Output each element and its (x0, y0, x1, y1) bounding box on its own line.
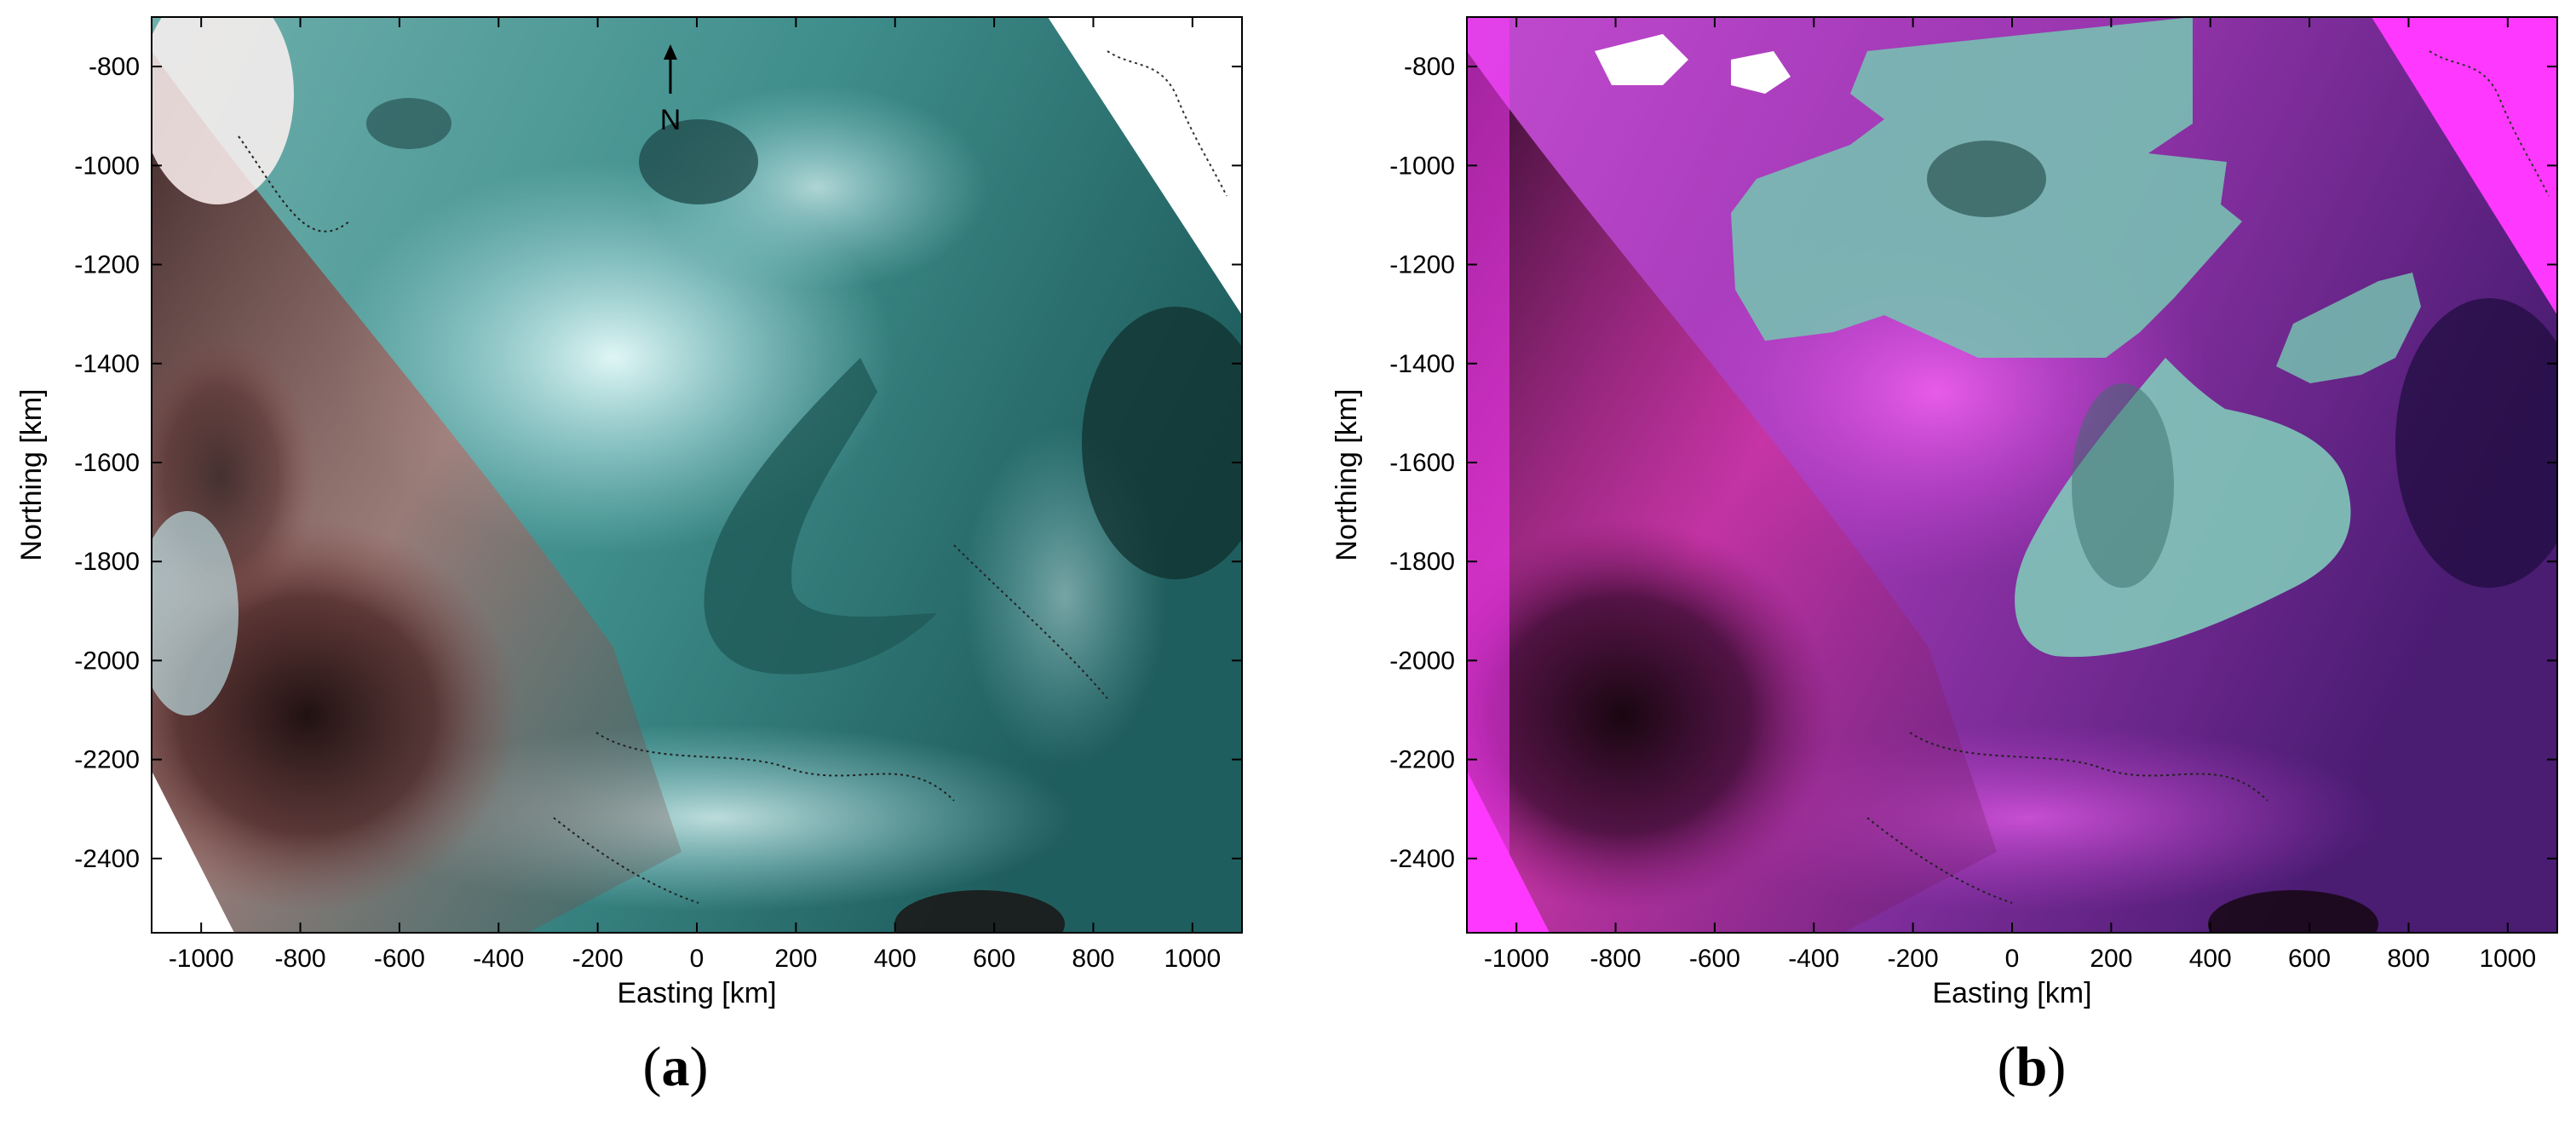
x-tick-label: 400 (2189, 945, 2232, 973)
panel-b-dark-east (2395, 298, 2557, 588)
y-tick-label: -1800 (1389, 548, 1455, 576)
panel-b-ice-region-east (2276, 273, 2421, 383)
x-tick-label: -400 (1788, 945, 1839, 973)
y-tick-label: -1600 (74, 449, 140, 477)
x-tick-label: 800 (2387, 945, 2429, 973)
north-arrow-head (664, 44, 677, 60)
y-tick-label: -2000 (74, 647, 140, 675)
x-tick-label: 1000 (2479, 945, 2536, 973)
x-tick-label: -1000 (1484, 945, 1550, 973)
panel-b-axes: -1000 -800 -600 -400 -200 0 200 400 600 800 1000-8… (1331, 17, 2557, 1009)
y-tick-label: -1200 (1389, 251, 1455, 279)
x-tick-label: -800 (275, 945, 326, 973)
panel-b-nodata-patch (1595, 34, 1688, 85)
panel-b-figure: -1000 -800 -600 -400 -200 0 200 400 600 800 1000-8… (1331, 16, 2558, 1009)
x-tick-label: 0 (690, 945, 704, 973)
panel-b-coastline (1866, 732, 2268, 904)
x-tick-label: -600 (1689, 945, 1740, 973)
panel-b-imagery (1467, 17, 2557, 933)
panel-a-island (639, 119, 758, 204)
panel-a-cloud-south (894, 890, 1065, 933)
y-tick-label: -1400 (1389, 350, 1455, 378)
x-tick-label: 0 (2005, 945, 2020, 973)
x-tick-label: 1000 (1164, 945, 1221, 973)
y-tick-label: -2200 (74, 746, 140, 774)
y-tick-label: -800 (89, 53, 140, 81)
panel-a-swath-edge-ne (1048, 17, 1242, 315)
x-tick-label: -200 (572, 945, 624, 973)
x-tick-label: 200 (774, 945, 817, 973)
x-tick-label: 800 (1072, 945, 1114, 973)
y-tick-label: -2000 (1389, 647, 1455, 675)
panel-b: -1000 -800 -600 -400 -200 0 200 400 600 800 1000 -8… (1288, 0, 2576, 1121)
panel-b-coastline-ne (2429, 50, 2550, 197)
panel-a-figure: N -1000 -800 -600 -400 -200 0 200 400 600 800 1000… (15, 16, 1243, 1009)
y-tick-label: -800 (1404, 53, 1455, 81)
panel-b-caption-letter: b (2015, 1036, 2048, 1098)
x-axis-label: Easting [km] (617, 977, 776, 1009)
y-tick-label: -2400 (74, 845, 140, 873)
y-tick-label: -1800 (74, 548, 140, 576)
panel-b-dark-cloud (1467, 520, 1835, 911)
panel-b-cloud-south (2208, 890, 2378, 933)
y-tick-label: -1400 (74, 350, 140, 378)
panel-b-mask-edge-ne (2372, 17, 2557, 315)
panel-a-caption-letter: a (661, 1036, 690, 1098)
x-tick-label: -200 (1888, 945, 1939, 973)
north-arrow-label: N (660, 104, 681, 136)
x-tick-label: 600 (2288, 945, 2331, 973)
panel-a: N -1000 -800 -600 -400 -200 0 200 400 600 800 1000… (15, 16, 1243, 1098)
y-tick-label: -1200 (74, 251, 140, 279)
y-tick-label: -2400 (1389, 845, 1455, 873)
panel-a-caption: (a) (642, 1036, 709, 1098)
x-tick-label: 600 (973, 945, 1015, 973)
x-tick-label: -1000 (169, 945, 234, 973)
panel-a-coastline (238, 135, 1108, 904)
panel-b-peninsula-shadow (2072, 383, 2174, 588)
north-arrow: N (660, 44, 681, 136)
y-tick-label: -1600 (1389, 449, 1455, 477)
panel-a-bright-cloud (152, 17, 294, 204)
panel-a-imagery (152, 17, 1242, 933)
panel-a-ice-west (152, 511, 239, 716)
y-axis-label: Northing [km] (1331, 388, 1363, 560)
panel-b-caption: (b) (1997, 1036, 2067, 1098)
panel-a-island (366, 98, 451, 149)
panel-b-mask-edge-west (1467, 17, 1509, 933)
panel-b-island (1927, 141, 2046, 217)
panel-a-axes: -1000 -800 -600 -400 -200 0 200 400 600 800 1000-8… (15, 17, 1242, 1009)
x-axis-label: Easting [km] (1932, 977, 2091, 1009)
panel-a-swath-edge-sw (152, 771, 234, 933)
panel-a-coastline-ne (1107, 50, 1228, 197)
x-tick-label: -400 (473, 945, 524, 973)
panel-a-dark-east (1082, 307, 1242, 579)
x-tick-label: 200 (2090, 945, 2132, 973)
y-tick-label: -1000 (1389, 152, 1455, 180)
x-tick-label: -800 (1590, 945, 1642, 973)
panel-a-peninsula (704, 358, 937, 675)
x-tick-label: 400 (874, 945, 917, 973)
y-axis-label: Northing [km] (15, 388, 48, 560)
x-tick-label: -600 (374, 945, 425, 973)
panel-b-ice-region-peninsula (2015, 358, 2351, 658)
panel-b-nodata-patch (1731, 51, 1791, 94)
y-tick-label: -1000 (74, 152, 140, 180)
y-tick-label: -2200 (1389, 746, 1455, 774)
